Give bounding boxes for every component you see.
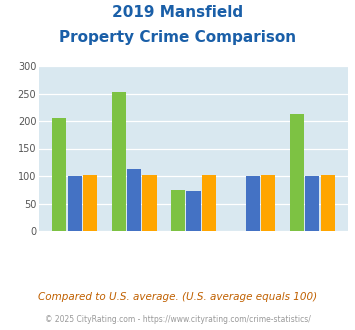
Text: Compared to U.S. average. (U.S. average equals 100): Compared to U.S. average. (U.S. average … xyxy=(38,292,317,302)
Bar xyxy=(321,175,335,231)
Bar xyxy=(171,190,185,231)
Text: © 2025 CityRating.com - https://www.cityrating.com/crime-statistics/: © 2025 CityRating.com - https://www.city… xyxy=(45,315,310,324)
Bar xyxy=(261,175,275,231)
Bar xyxy=(127,169,141,231)
Text: 2019 Mansfield: 2019 Mansfield xyxy=(112,5,243,20)
Bar xyxy=(246,176,260,231)
Bar xyxy=(67,176,82,231)
Bar xyxy=(52,118,66,231)
Bar xyxy=(186,191,201,231)
Bar xyxy=(202,175,216,231)
Bar xyxy=(111,92,126,231)
Bar xyxy=(83,175,97,231)
Bar xyxy=(142,175,157,231)
Bar xyxy=(305,176,320,231)
Text: Property Crime Comparison: Property Crime Comparison xyxy=(59,30,296,45)
Bar xyxy=(290,115,304,231)
